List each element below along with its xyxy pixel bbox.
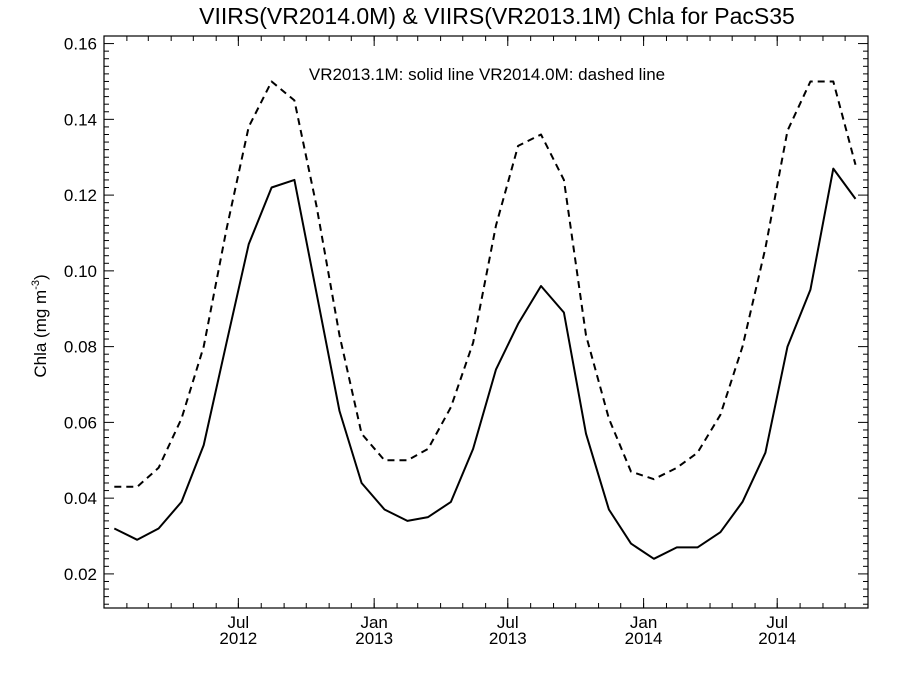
series-line-vr2013-1m xyxy=(113,167,857,560)
y-tick-label: 0.16 xyxy=(64,35,97,54)
axes: 0.020.040.060.080.100.120.140.16Jul2012J… xyxy=(64,35,869,648)
y-tick-label: 0.04 xyxy=(64,489,97,508)
x-tick-label-year: 2014 xyxy=(625,629,663,648)
x-tick-label-year: 2013 xyxy=(355,629,393,648)
plot-frame xyxy=(103,35,869,609)
y-tick-label: 0.10 xyxy=(64,262,97,281)
x-tick-label-month: Jul xyxy=(497,613,519,632)
x-tick-label-year: 2012 xyxy=(219,629,257,648)
y-axis-label-close: ) xyxy=(31,274,50,280)
y-axis-label-superscript: -3 xyxy=(30,280,42,290)
x-tick-label-month: Jul xyxy=(227,613,249,632)
y-axis-label-main: Chla (mg m xyxy=(31,290,50,378)
chart-title: VIIRS(VR2014.0M) & VIIRS(VR2013.1M) Chla… xyxy=(199,3,795,29)
x-tick-label-year: 2013 xyxy=(489,629,527,648)
series-layer xyxy=(113,80,857,560)
y-axis-label: Chla (mg m-3) xyxy=(30,274,50,377)
x-tick-label-month: Jan xyxy=(360,613,387,632)
y-tick-label: 0.08 xyxy=(64,338,97,357)
series-line-vr2014-0m xyxy=(114,80,857,488)
x-tick-label-month: Jul xyxy=(766,613,788,632)
y-tick-label: 0.14 xyxy=(64,110,97,129)
y-tick-label: 0.06 xyxy=(64,413,97,432)
series-annotation: VR2013.1M: solid line VR2014.0M: dashed … xyxy=(309,65,665,84)
y-tick-label: 0.02 xyxy=(64,565,97,584)
y-tick-label: 0.12 xyxy=(64,186,97,205)
x-tick-label-month: Jan xyxy=(630,613,657,632)
x-tick-label-year: 2014 xyxy=(758,629,796,648)
